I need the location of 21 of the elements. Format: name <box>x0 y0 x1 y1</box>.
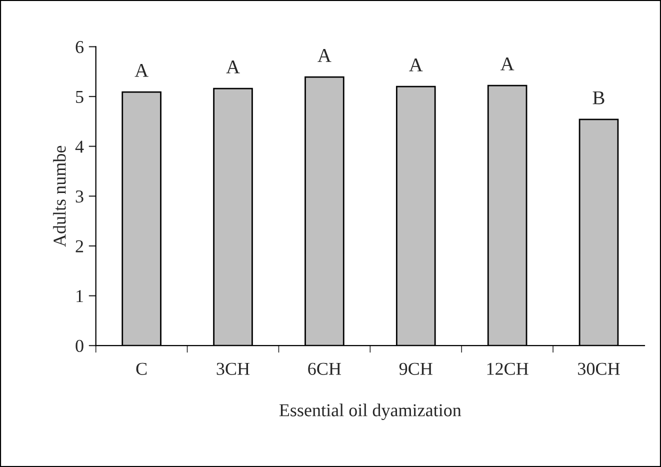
annotation: A <box>409 58 423 72</box>
x-axis-title: Essential oil dyamization <box>279 404 462 420</box>
annotation: A <box>500 57 514 70</box>
x-tick-label: 30CH <box>578 362 620 375</box>
y-tick-label: 4 <box>75 140 84 153</box>
y-tick-label: 2 <box>76 240 84 252</box>
y-tick-label: 3 <box>76 190 84 203</box>
x-tick-label: 3CH <box>216 362 250 375</box>
y-axis-title: Adults numbe <box>53 146 66 247</box>
y-tick-label: 6 <box>76 41 84 54</box>
y-tick-label: 1 <box>76 290 83 302</box>
annotation: A <box>226 60 240 74</box>
x-tick-label: C <box>136 362 147 375</box>
annotation: A <box>318 49 332 62</box>
y-tick-label: 5 <box>76 90 84 103</box>
x-tick-label: 12CH <box>487 362 528 375</box>
annotation: A <box>134 64 148 77</box>
x-tick-label: 6CH <box>308 362 341 375</box>
annotation: B <box>592 91 604 104</box>
x-tick-label: 9CH <box>399 362 432 375</box>
y-tick-label: 0 <box>76 340 84 352</box>
